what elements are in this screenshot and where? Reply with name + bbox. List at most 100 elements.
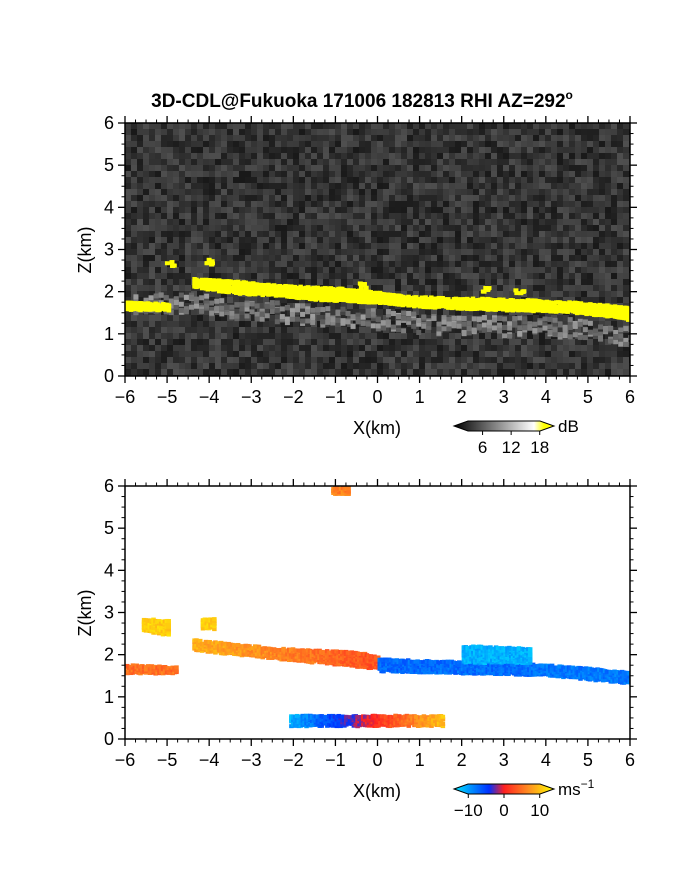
noise-cell <box>131 183 137 189</box>
noise-cell <box>311 237 317 243</box>
noise-cell <box>563 231 569 237</box>
noise-cell <box>191 165 197 171</box>
noise-cell <box>539 135 545 141</box>
noise-cell <box>209 195 215 201</box>
echo-pixel <box>224 287 230 292</box>
noise-cell <box>611 291 617 297</box>
noise-cell <box>395 309 401 315</box>
weak-echo-pixel <box>466 320 472 326</box>
noise-cell <box>515 279 521 285</box>
noise-cell <box>251 267 257 273</box>
noise-cell <box>227 321 233 327</box>
weak-echo-pixel <box>254 316 260 322</box>
noise-cell <box>521 285 527 291</box>
noise-cell <box>437 363 443 369</box>
noise-cell <box>293 201 299 207</box>
noise-cell <box>587 351 593 357</box>
noise-cell <box>317 351 323 357</box>
noise-cell <box>503 189 509 195</box>
weak-echo-pixel <box>542 322 548 328</box>
noise-cell <box>185 267 191 273</box>
noise-cell <box>311 231 317 237</box>
noise-cell <box>395 255 401 261</box>
noise-cell <box>251 213 257 219</box>
noise-cell <box>611 177 617 183</box>
noise-cell <box>527 369 533 375</box>
noise-cell <box>167 279 173 285</box>
noise-cell <box>509 351 515 357</box>
noise-cell <box>173 123 179 129</box>
noise-cell <box>491 363 497 369</box>
noise-cell <box>317 231 323 237</box>
noise-cell <box>581 129 587 135</box>
noise-cell <box>209 219 215 225</box>
noise-cell <box>617 231 623 237</box>
noise-cell <box>617 183 623 189</box>
noise-cell <box>623 195 629 201</box>
noise-cell <box>485 177 491 183</box>
noise-cell <box>305 327 311 333</box>
noise-cell <box>467 231 473 237</box>
noise-cell <box>605 153 611 159</box>
noise-cell <box>539 231 545 237</box>
noise-cell <box>293 135 299 141</box>
noise-cell <box>443 165 449 171</box>
noise-cell <box>125 315 131 321</box>
noise-cell <box>491 177 497 183</box>
noise-cell <box>221 237 227 243</box>
noise-cell <box>317 303 323 309</box>
noise-cell <box>185 285 191 291</box>
noise-cell <box>605 285 611 291</box>
weak-echo-pixel <box>507 333 513 339</box>
noise-cell <box>269 129 275 135</box>
noise-cell <box>239 333 245 339</box>
noise-cell <box>239 153 245 159</box>
noise-cell <box>407 231 413 237</box>
noise-cell <box>323 333 329 339</box>
noise-cell <box>437 231 443 237</box>
weak-echo-pixel <box>497 322 503 328</box>
noise-cell <box>575 249 581 255</box>
noise-cell <box>557 135 563 141</box>
noise-cell <box>353 261 359 267</box>
noise-cell <box>323 339 329 345</box>
noise-cell <box>539 159 545 165</box>
noise-cell <box>599 321 605 327</box>
noise-cell <box>305 231 311 237</box>
noise-cell <box>455 129 461 135</box>
noise-cell <box>611 363 617 369</box>
noise-cell <box>515 285 521 291</box>
noise-cell <box>527 201 533 207</box>
noise-cell <box>587 237 593 243</box>
noise-cell <box>473 351 479 357</box>
noise-cell <box>209 315 215 321</box>
noise-cell <box>347 243 353 249</box>
noise-cell <box>329 195 335 201</box>
noise-cell <box>209 339 215 345</box>
noise-cell <box>383 243 389 249</box>
noise-cell <box>149 255 155 261</box>
noise-cell <box>335 141 341 147</box>
noise-cell <box>611 141 617 147</box>
noise-cell <box>395 351 401 357</box>
noise-cell <box>305 261 311 267</box>
noise-cell <box>167 315 173 321</box>
noise-cell <box>191 345 197 351</box>
noise-cell <box>503 351 509 357</box>
noise-cell <box>467 267 473 273</box>
noise-cell <box>473 153 479 159</box>
noise-cell <box>383 339 389 345</box>
weak-echo-pixel <box>517 315 523 321</box>
noise-cell <box>605 297 611 303</box>
noise-cell <box>461 123 467 129</box>
noise-cell <box>449 195 455 201</box>
noise-cell <box>131 147 137 153</box>
noise-cell <box>605 357 611 363</box>
noise-cell <box>353 207 359 213</box>
noise-cell <box>593 213 599 219</box>
noise-cell <box>521 339 527 345</box>
noise-cell <box>581 225 587 231</box>
noise-cell <box>473 141 479 147</box>
noise-cell <box>227 147 233 153</box>
noise-cell <box>491 255 497 261</box>
